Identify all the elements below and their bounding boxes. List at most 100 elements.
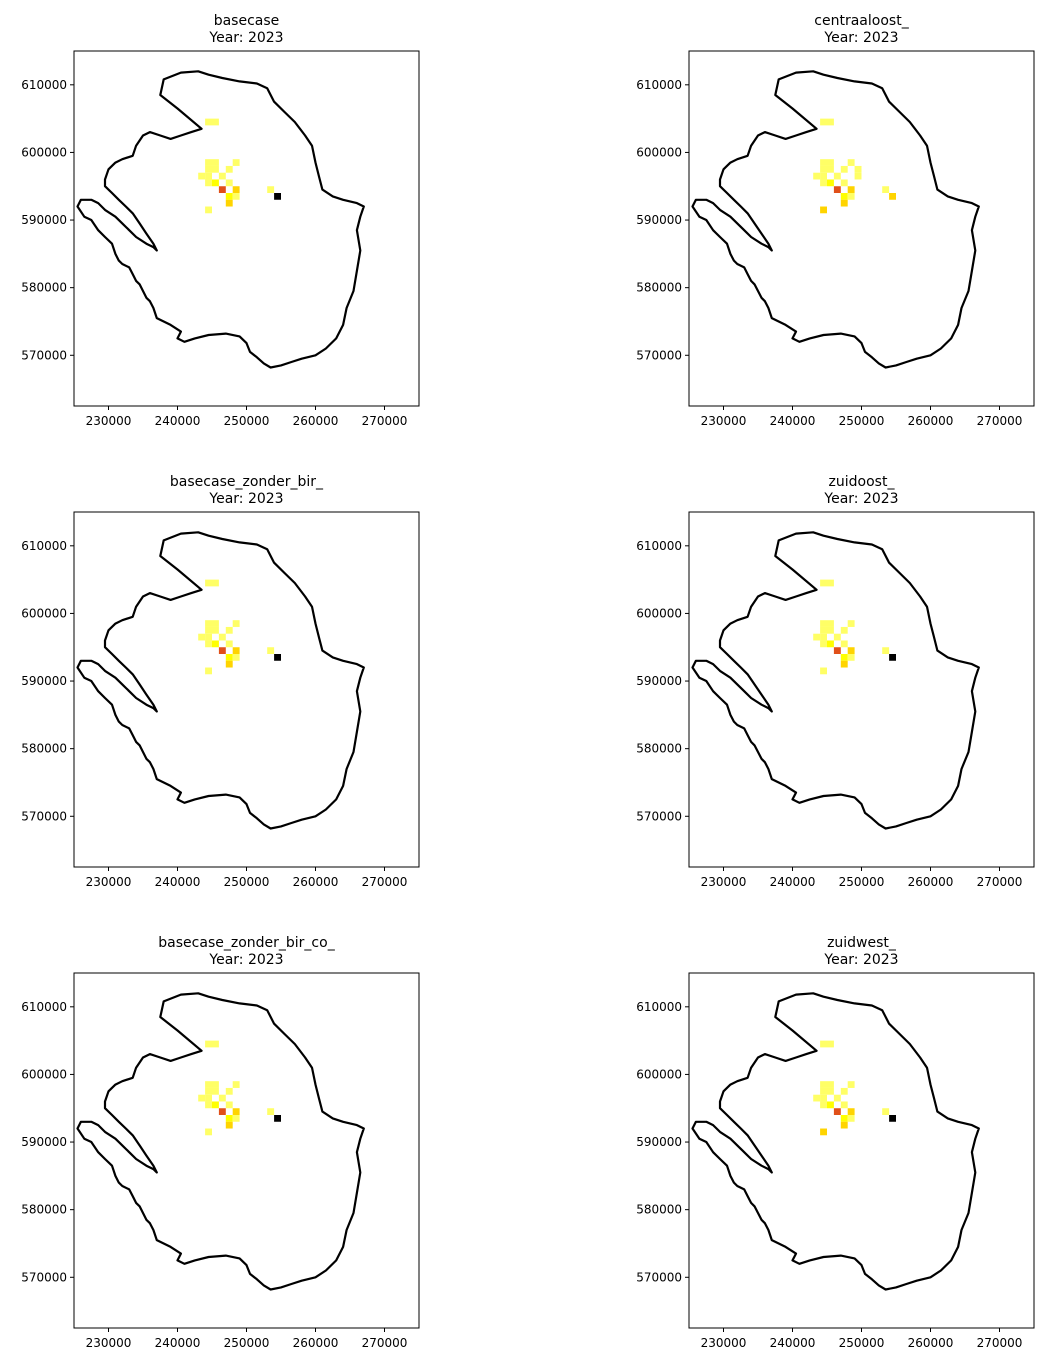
grid-cell bbox=[820, 1081, 827, 1088]
y-tick-label: 590000 bbox=[636, 1135, 682, 1149]
grid-cell bbox=[205, 159, 212, 166]
panel-subtitle: Year: 2023 bbox=[208, 952, 283, 968]
grid-cell bbox=[827, 1040, 834, 1048]
grid-cell bbox=[820, 1094, 827, 1102]
grid-cell bbox=[840, 1087, 848, 1095]
grid-cell bbox=[840, 1121, 848, 1129]
y-tick-label: 570000 bbox=[636, 348, 682, 362]
x-tick-label: 260000 bbox=[908, 875, 954, 889]
grid-cell bbox=[205, 1040, 212, 1048]
grid-cell bbox=[225, 1121, 233, 1129]
grid-cell bbox=[833, 1094, 841, 1102]
y-tick-label: 570000 bbox=[21, 809, 67, 823]
grid-cell bbox=[833, 647, 841, 654]
x-tick-label: 250000 bbox=[224, 875, 270, 889]
grid-cell bbox=[205, 620, 212, 627]
grid-cell bbox=[840, 193, 848, 200]
grid-cell bbox=[833, 172, 841, 180]
grid-cell bbox=[212, 179, 219, 187]
grid-cell bbox=[205, 579, 212, 587]
grid-cell bbox=[212, 1040, 219, 1048]
region-outline bbox=[76, 992, 365, 1291]
grid-cell bbox=[820, 633, 827, 641]
x-tick-label: 250000 bbox=[224, 1336, 270, 1350]
grid-cell bbox=[232, 1081, 240, 1088]
y-tick-label: 610000 bbox=[21, 539, 67, 553]
grid-cell bbox=[827, 179, 834, 187]
grid-cell bbox=[820, 1101, 827, 1109]
grid-cell bbox=[889, 193, 896, 200]
grid-cell bbox=[847, 647, 855, 654]
grid-cell bbox=[827, 118, 834, 126]
grid-cell bbox=[820, 172, 827, 180]
axes-frame bbox=[73, 50, 420, 407]
grid-cell bbox=[820, 626, 827, 634]
x-tick-label: 230000 bbox=[701, 875, 747, 889]
y-tick-label: 600000 bbox=[21, 606, 67, 620]
grid-cell bbox=[218, 647, 226, 654]
axes-frame bbox=[688, 511, 1035, 868]
x-tick-label: 270000 bbox=[362, 1336, 408, 1350]
y-tick-label: 590000 bbox=[21, 213, 67, 227]
grid-cell bbox=[840, 626, 848, 634]
y-tick-label: 590000 bbox=[21, 674, 67, 688]
grid-cell bbox=[827, 165, 834, 173]
grid-cell bbox=[198, 633, 206, 641]
grid-cell bbox=[205, 172, 212, 180]
region-outline bbox=[691, 70, 980, 369]
grid-cell bbox=[212, 579, 219, 587]
x-tick-label: 240000 bbox=[155, 1336, 201, 1350]
grid-cell bbox=[212, 165, 219, 173]
y-tick-label: 610000 bbox=[636, 1000, 682, 1014]
grid-cell bbox=[225, 1115, 233, 1122]
x-tick-label: 240000 bbox=[770, 1336, 816, 1350]
grid-cell bbox=[205, 1094, 212, 1102]
region-outline bbox=[76, 70, 365, 369]
grid-cell bbox=[854, 165, 862, 173]
axes-frame bbox=[688, 50, 1035, 407]
grid-cell bbox=[267, 647, 275, 654]
x-tick-label: 270000 bbox=[362, 875, 408, 889]
panel-subtitle: Year: 2023 bbox=[208, 30, 283, 46]
grid-cell bbox=[205, 1087, 212, 1095]
x-tick-label: 230000 bbox=[701, 414, 747, 428]
map-panel-1: centraaloost_Year: 2023 230000 240000 25000… bbox=[636, 13, 1035, 428]
grid-cell bbox=[820, 165, 827, 173]
panel-title: centraaloost_ bbox=[814, 13, 909, 29]
map-panel-3: zuidoost_Year: 2023 230000 240000 250000 260… bbox=[636, 474, 1035, 889]
grid-cell bbox=[820, 1128, 827, 1136]
grid-cell bbox=[225, 654, 233, 661]
grid-cell bbox=[840, 640, 848, 648]
grid-cell bbox=[827, 159, 834, 166]
grid-cell bbox=[274, 1115, 281, 1122]
x-tick-label: 250000 bbox=[839, 875, 885, 889]
x-tick-label: 250000 bbox=[839, 1336, 885, 1350]
x-tick-label: 240000 bbox=[155, 875, 201, 889]
x-tick-label: 230000 bbox=[86, 1336, 132, 1350]
grid-cell bbox=[225, 193, 233, 200]
grid-cell bbox=[212, 1101, 219, 1109]
grid-cell bbox=[232, 159, 240, 166]
y-tick-label: 590000 bbox=[21, 1135, 67, 1149]
x-tick-label: 260000 bbox=[293, 1336, 339, 1350]
x-tick-label: 230000 bbox=[701, 1336, 747, 1350]
map-panel-5: zuidwest_Year: 2023 230000 240000 250000 260… bbox=[636, 935, 1035, 1350]
region-outline bbox=[76, 531, 365, 830]
grid-cell bbox=[854, 172, 862, 180]
grid-cell bbox=[232, 620, 240, 627]
grid-cell bbox=[225, 1101, 233, 1109]
grid-cell bbox=[827, 1081, 834, 1088]
x-tick-label: 230000 bbox=[86, 875, 132, 889]
x-tick-label: 240000 bbox=[770, 414, 816, 428]
grid-cell bbox=[212, 1081, 219, 1088]
grid-cell bbox=[205, 206, 212, 214]
grid-cell bbox=[889, 1115, 896, 1122]
axes-frame bbox=[73, 972, 420, 1329]
grid-cell bbox=[212, 159, 219, 166]
grid-cell bbox=[232, 193, 240, 200]
grid-cell bbox=[813, 1094, 821, 1102]
grid-cell bbox=[205, 118, 212, 126]
y-tick-label: 580000 bbox=[636, 742, 682, 756]
grid-cell bbox=[840, 1101, 848, 1109]
